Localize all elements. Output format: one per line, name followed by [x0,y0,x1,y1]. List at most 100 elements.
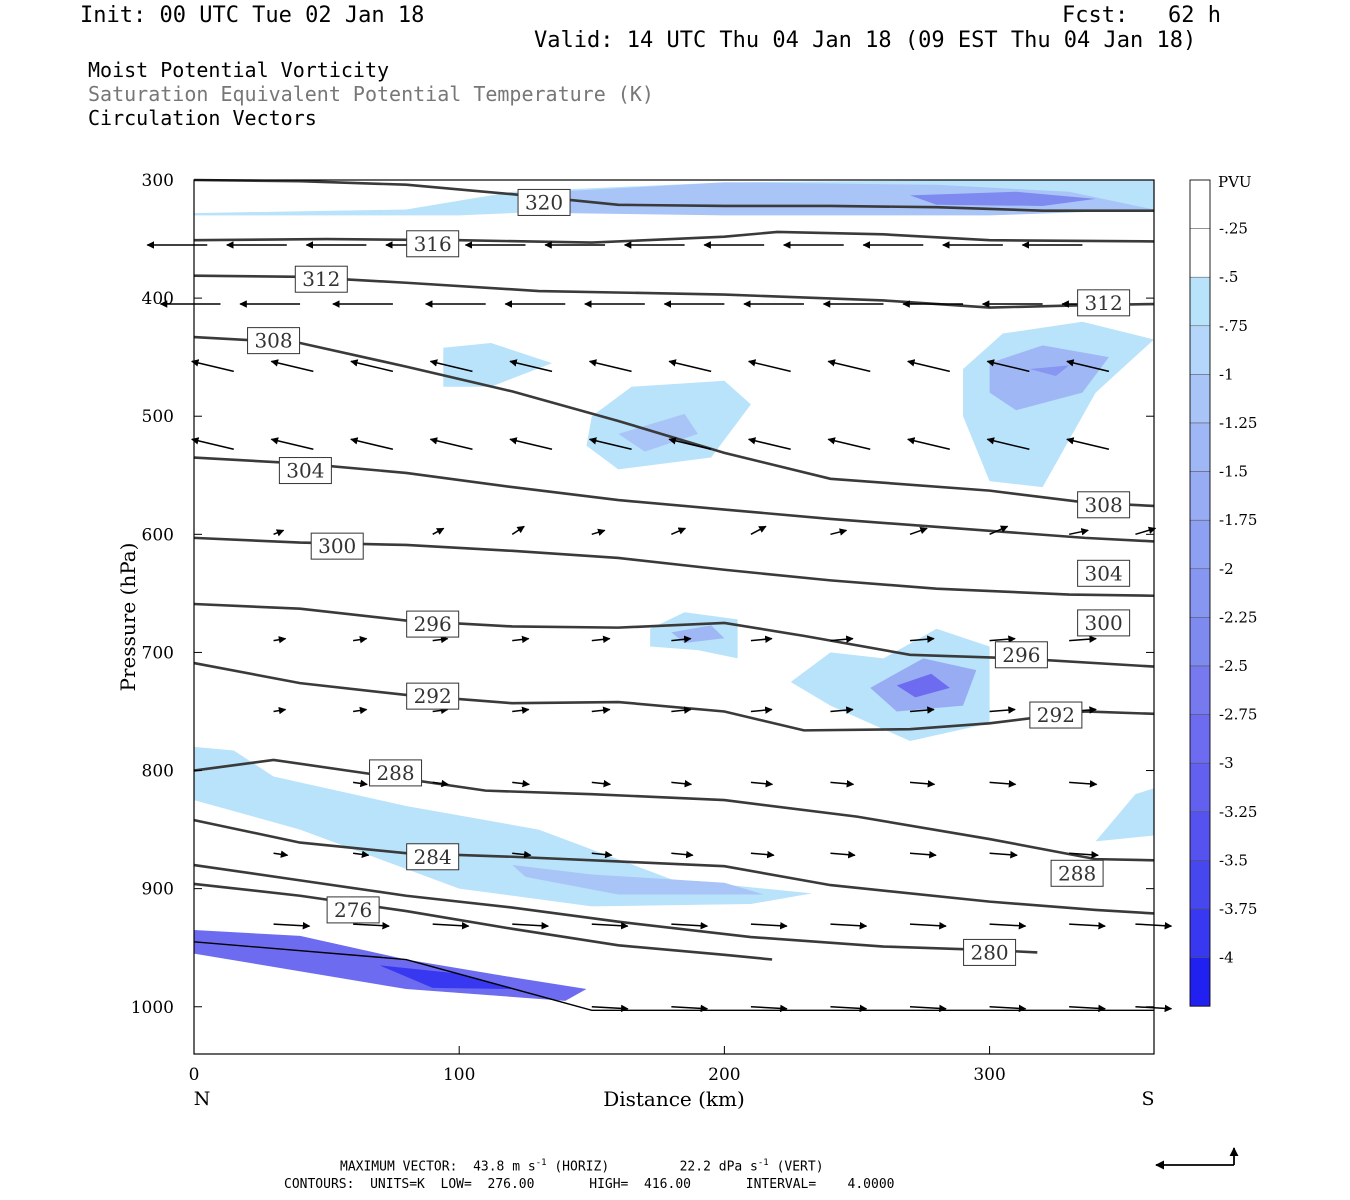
vector-arrow [511,525,525,535]
contour-280 [193,863,1038,954]
contour-label-276: 276 [326,896,380,924]
contour-304 [193,456,1155,543]
vector-arrow [273,921,311,930]
colorbar-swatch [1189,957,1211,1007]
vector-arrow [509,437,553,451]
vector-arrow [989,525,1009,536]
vector-arrow [909,850,937,859]
contour-labels: 320 316 312 308 304 300 296 292 288 284 280 276 312 3… [247,188,1131,966]
y-tick-label: 400 [142,289,174,309]
vector-arrow [432,921,470,930]
vector-arrow [909,1004,947,1013]
contour-label-320: 320 [517,188,571,216]
vector-arrow [671,921,709,930]
colorbar-level-label: -1 [1219,365,1234,383]
colorbar-level-label: -2.5 [1219,657,1248,675]
vector-arrow [747,437,791,451]
vector-arrow [827,359,871,373]
vector-arrow [591,706,611,714]
vector-arrow [830,921,868,930]
colorbar-level-label: -3 [1219,754,1234,772]
x-tick-label: 100 [443,1065,475,1085]
vector-arrow [591,921,629,930]
contour-label-292: 292 [406,682,460,710]
svg-text:280: 280 [970,940,1008,964]
vector-arrow [350,359,394,373]
contour-label-308: 308 [1077,491,1131,519]
contour-label-312: 312 [1077,289,1131,317]
vector-arrow [989,921,1027,930]
vector-arrow [1066,359,1110,373]
colorbar-level-label: -.5 [1219,268,1238,286]
contour-label-280: 280 [963,938,1017,966]
colorbar-swatch [1189,811,1211,861]
colorbar-swatch [1189,714,1211,764]
vector-arrow [750,525,767,535]
vector-arrow [432,635,449,644]
vector-arrow [429,437,473,451]
pv-region-1 [512,182,1154,216]
svg-text:304: 304 [286,459,324,483]
reference-vector-icon [1155,1147,1239,1170]
vector-arrow [830,528,848,536]
vector-arrow [989,635,1016,643]
vector-arrow [591,635,611,644]
svg-text:284: 284 [414,845,452,869]
vector-arrow [1069,635,1097,643]
axes: 300 400 500 600 700 800 900 1000 0 100 200 300 N S Dis… [116,171,1155,1111]
vector-arrow [512,635,530,644]
vector-arrow [270,359,314,373]
max-vector-text: MAXIMUM VECTOR: 43.8 m s-1 (HORIZ) 22.2 … [340,1158,824,1175]
x-tick-label: 0 [189,1065,200,1085]
x-end-south: S [1141,1088,1154,1110]
vector-arrow [1069,780,1098,788]
colorbar-level-label: -4 [1219,949,1234,967]
init-time: Init: 00 UTC Tue 02 Jan 18 [80,3,425,28]
contour-label-304: 304 [278,457,332,485]
pv-region-17 [194,929,587,1001]
vector-arrow [986,359,1030,373]
vector-arrow [270,437,314,451]
vector-arrow [191,437,234,451]
y-tick-label: 500 [142,407,174,427]
pv-region-6 [963,321,1154,488]
contour-label-296: 296 [406,610,460,638]
vector-arrow [353,779,368,788]
vector-arrow [353,850,370,859]
svg-text:312: 312 [302,267,340,291]
vector-arrow [750,635,773,643]
svg-text:288: 288 [1058,861,1096,885]
svg-text:308: 308 [1085,493,1123,517]
colorbar-swatch [1189,276,1211,327]
vector-arrow [591,528,606,536]
contour-320 [193,178,1154,213]
contour-288 [193,758,1155,862]
colorbar-swatch [1189,179,1211,229]
svg-text:312: 312 [1085,291,1123,315]
colorbar-level-label: -3.75 [1219,900,1257,918]
x-axis-title: Distance (km) [603,1087,745,1111]
vector-arrow [1135,526,1157,536]
y-tick-label: 900 [142,880,174,900]
vector-arrow [909,921,947,930]
vector-arrow [671,635,692,644]
contour-label-304: 304 [1077,559,1131,587]
contour-316 [193,230,1155,244]
vector-arrow [671,779,693,788]
vector-arrow [989,780,1017,788]
svg-text:300: 300 [318,534,356,558]
vector-arrow [429,359,473,373]
colorbar-level-label: -1.5 [1219,463,1248,481]
colorbar-level-label: -3.25 [1219,803,1257,821]
valid-time: Valid: 14 UTC Thu 04 Jan 18 (09 EST Thu … [534,28,1197,53]
vector-arrow [668,437,712,451]
contour-label-288: 288 [1050,859,1104,887]
y-tick-label: 800 [142,762,174,782]
y-tick-label: 600 [142,525,174,545]
colorbar-level-label: -2.75 [1219,706,1257,724]
vector-arrow [591,850,613,859]
vector-arrow [509,359,553,373]
vector-arrow [830,706,854,714]
colorbar-level-label: -2 [1219,560,1234,578]
vector-arrow [512,921,549,930]
